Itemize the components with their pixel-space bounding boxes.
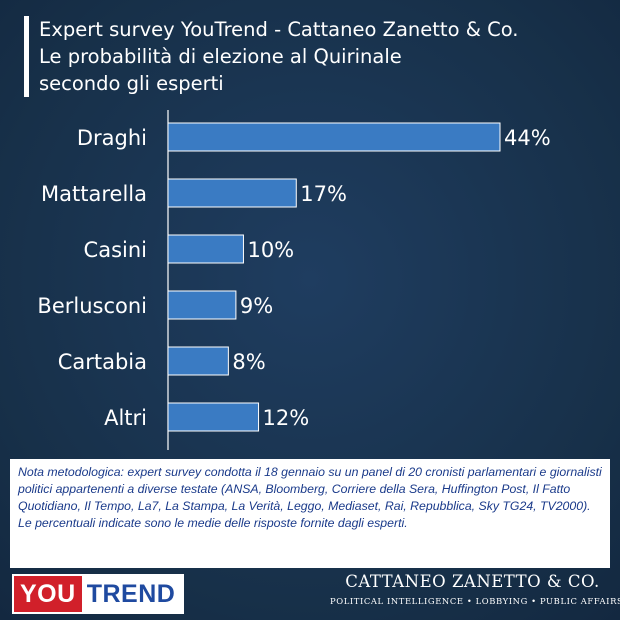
category-label: Altri (104, 406, 147, 430)
value-label: 17% (300, 182, 347, 206)
title-line-2: Le probabilità di elezione al Quirinale (39, 45, 402, 68)
bar (167, 234, 244, 264)
bar (167, 290, 237, 320)
value-label: 10% (247, 238, 294, 262)
bar-chart: Draghi 44% Mattarella 17% Casini 10% Berluscon… (37, 110, 551, 450)
bar (167, 402, 260, 432)
chart-title: Expert survey YouTrend - Cattaneo Zanett… (24, 16, 604, 97)
category-label: Berlusconi (37, 294, 147, 318)
cattaneo-zanetto-tagline: POLITICAL INTELLIGENCE • LOBBYING • PUBL… (330, 596, 620, 606)
methodology-note: Nota metodologica: expert survey condott… (10, 459, 610, 568)
footer: YOU TREND CATTANEO ZANETTO & CO. POLITIC… (0, 568, 620, 620)
youtrend-logo: YOU TREND (12, 574, 185, 614)
bar (167, 122, 501, 152)
category-label: Casini (84, 238, 147, 262)
value-label: 44% (504, 126, 551, 150)
bar (167, 346, 229, 376)
category-label: Cartabia (58, 350, 147, 374)
bar (167, 178, 297, 208)
youtrend-logo-you: YOU (14, 576, 82, 612)
value-label: 9% (240, 294, 273, 318)
category-label: Draghi (77, 126, 147, 150)
value-label: 12% (263, 406, 310, 430)
youtrend-logo-trend: TREND (81, 576, 183, 612)
title-line-3: secondo gli esperti (39, 72, 224, 95)
title-line-1: Expert survey YouTrend - Cattaneo Zanett… (39, 18, 519, 41)
cattaneo-zanetto-logo: CATTANEO ZANETTO & CO. (345, 572, 600, 591)
category-label: Mattarella (41, 182, 147, 206)
value-label: 8% (232, 350, 265, 374)
